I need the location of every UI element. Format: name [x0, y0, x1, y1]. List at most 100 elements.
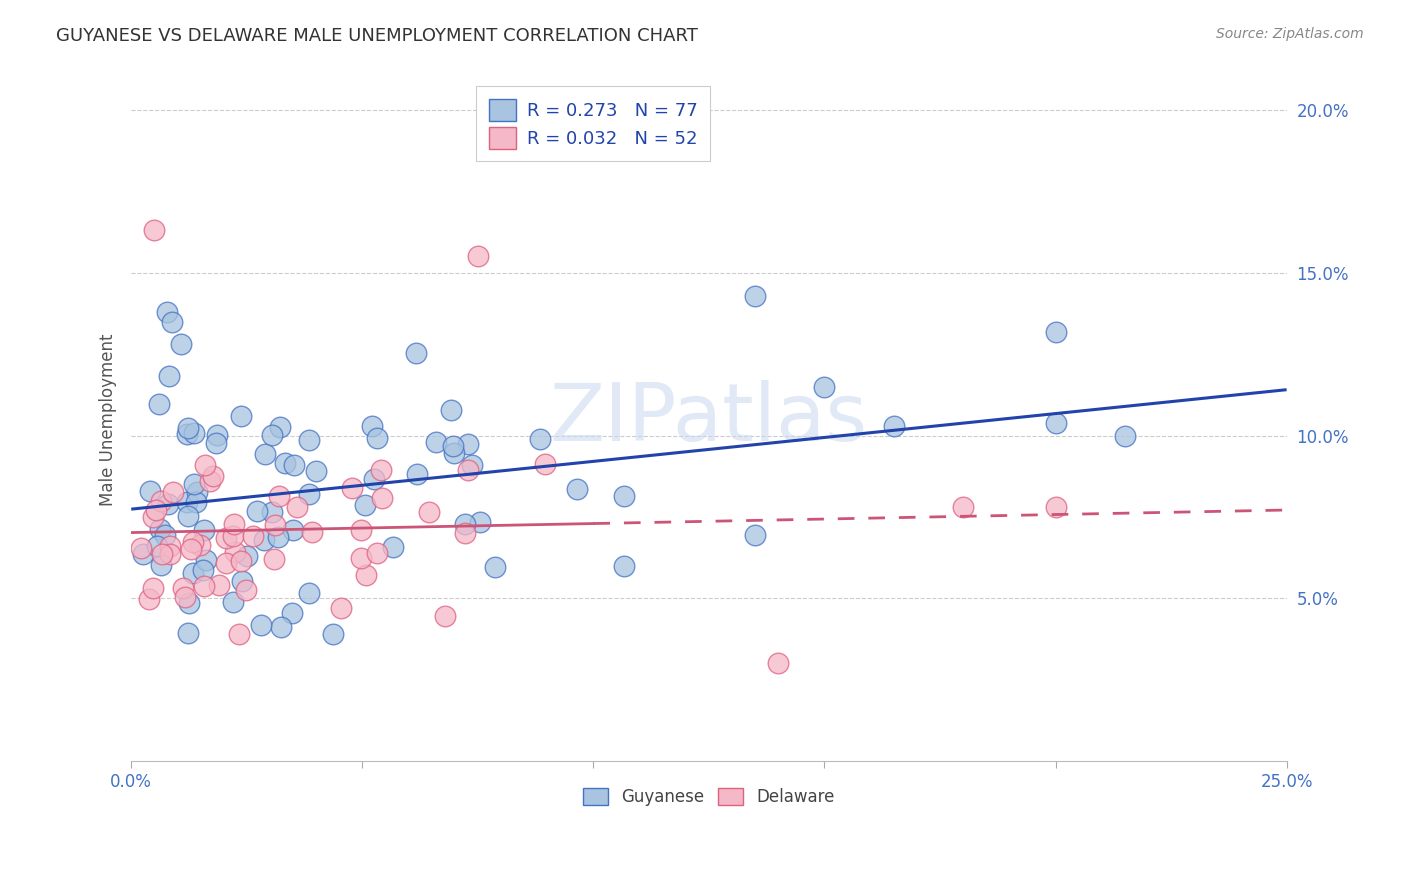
Point — [148, 397, 170, 411]
Point — [298, 486, 321, 500]
Text: ZIPatlas: ZIPatlas — [550, 380, 868, 458]
Legend: Guyanese, Delaware: Guyanese, Delaware — [575, 780, 844, 814]
Point — [1045, 500, 1067, 515]
Point — [176, 427, 198, 442]
Point — [184, 494, 207, 508]
Point — [443, 445, 465, 459]
Point — [461, 458, 484, 472]
Point — [231, 574, 253, 588]
Point — [366, 432, 388, 446]
Point — [613, 489, 636, 503]
Point — [298, 586, 321, 600]
Point — [235, 549, 257, 563]
Text: GUYANESE VS DELAWARE MALE UNEMPLOYMENT CORRELATION CHART: GUYANESE VS DELAWARE MALE UNEMPLOYMENT C… — [56, 27, 699, 45]
Point — [304, 465, 326, 479]
Point — [297, 433, 319, 447]
Point — [231, 554, 253, 568]
Point — [260, 428, 283, 442]
Point — [356, 567, 378, 582]
Point — [350, 551, 373, 566]
Point — [1114, 428, 1136, 442]
Point — [270, 620, 292, 634]
Point — [534, 457, 557, 471]
Point — [266, 530, 288, 544]
Point — [405, 346, 427, 360]
Point — [183, 476, 205, 491]
Point — [142, 510, 165, 524]
Point — [744, 288, 766, 302]
Point — [221, 529, 243, 543]
Point — [143, 223, 166, 237]
Point — [150, 547, 173, 561]
Point — [145, 503, 167, 517]
Point — [254, 447, 277, 461]
Point — [454, 517, 477, 532]
Point — [172, 581, 194, 595]
Point — [150, 558, 173, 572]
Point — [194, 553, 217, 567]
Point — [301, 524, 323, 539]
Point — [454, 526, 477, 541]
Point — [484, 559, 506, 574]
Point — [193, 524, 215, 538]
Point — [222, 595, 245, 609]
Point — [283, 458, 305, 472]
Point — [263, 551, 285, 566]
Point — [176, 495, 198, 509]
Point — [567, 482, 589, 496]
Point — [193, 563, 215, 577]
Point — [157, 497, 180, 511]
Point — [529, 432, 551, 446]
Point — [883, 418, 905, 433]
Point — [263, 517, 285, 532]
Point — [183, 426, 205, 441]
Point — [132, 547, 155, 561]
Point — [139, 483, 162, 498]
Point — [425, 435, 447, 450]
Point — [228, 627, 250, 641]
Point — [242, 529, 264, 543]
Y-axis label: Male Unemployment: Male Unemployment — [100, 333, 117, 506]
Point — [181, 566, 204, 581]
Point — [176, 509, 198, 524]
Point — [214, 531, 236, 545]
Point — [952, 500, 974, 515]
Point — [146, 539, 169, 553]
Point — [204, 436, 226, 450]
Point — [150, 494, 173, 508]
Point — [159, 539, 181, 553]
Point — [186, 485, 208, 500]
Point — [149, 522, 172, 536]
Point — [198, 474, 221, 488]
Text: Source: ZipAtlas.com: Source: ZipAtlas.com — [1216, 27, 1364, 41]
Point — [157, 368, 180, 383]
Point — [138, 591, 160, 606]
Point — [193, 579, 215, 593]
Point — [322, 627, 344, 641]
Point — [188, 538, 211, 552]
Point — [405, 467, 427, 481]
Point — [224, 544, 246, 558]
Point — [768, 657, 790, 671]
Point — [330, 601, 353, 615]
Point — [371, 491, 394, 505]
Point — [440, 403, 463, 417]
Point — [194, 458, 217, 473]
Point — [215, 556, 238, 570]
Point — [260, 505, 283, 519]
Point — [267, 489, 290, 503]
Point — [250, 617, 273, 632]
Point — [354, 498, 377, 512]
Point — [269, 419, 291, 434]
Point — [177, 596, 200, 610]
Point — [613, 559, 636, 574]
Point — [363, 472, 385, 486]
Point — [129, 541, 152, 556]
Point — [381, 540, 404, 554]
Point — [205, 428, 228, 442]
Point — [177, 421, 200, 435]
Point — [457, 437, 479, 451]
Point — [468, 515, 491, 529]
Point — [177, 625, 200, 640]
Point — [813, 380, 835, 394]
